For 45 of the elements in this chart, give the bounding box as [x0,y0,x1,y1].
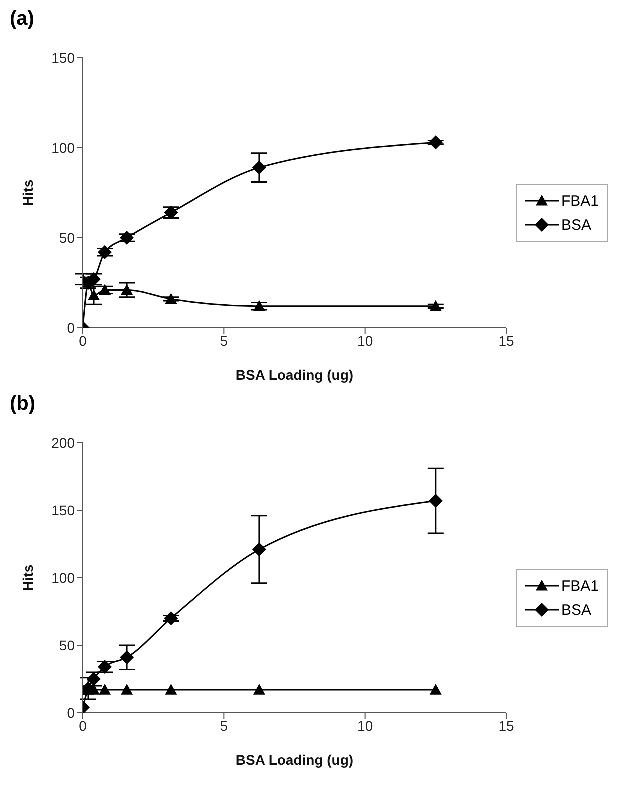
point [253,684,266,695]
point [252,542,266,557]
point [253,300,266,312]
y-axis-title: Hits [20,180,36,206]
x-axis-title: BSA Loading (ug) [236,366,354,383]
point [252,160,266,175]
point [120,650,134,665]
point [165,293,178,304]
point [430,684,442,695]
x-tick-label: 10 [358,332,374,349]
legend-label: FBA1 [561,578,599,594]
x-tick-label: 10 [358,718,374,734]
x-tick-label: 5 [220,718,228,734]
chart-title: (a) [9,8,36,32]
point [428,136,443,150]
x-tick-label: 0 [79,718,88,734]
x-tick-label: 15 [498,332,514,349]
point [121,284,134,295]
point [164,612,178,626]
point [430,300,442,312]
point [98,245,112,260]
y-tick-label: 50 [59,230,76,246]
legend-label: BSA [561,216,592,234]
y-tick-label: 0 [67,320,76,336]
y-axis-title: Hits [20,564,36,592]
legend-label: FBA1 [561,192,599,210]
point [120,231,134,245]
legend-label: BSA [561,602,592,618]
y-tick-label: 0 [67,704,76,721]
point [428,494,443,508]
x-tick-label: 5 [220,332,228,349]
point [88,290,100,300]
y-tick-label: 100 [52,140,76,156]
point [165,684,178,695]
y-tick-label: 50 [59,637,76,654]
y-tick-label: 200 [52,434,76,451]
x-tick-label: 15 [498,718,514,734]
x-tick-label: 0 [79,332,88,349]
x-axis-title: BSA Loading (ug) [236,752,354,768]
y-tick-label: 150 [52,50,76,66]
point [99,684,112,695]
chart-title: (b) [9,393,37,417]
y-tick-label: 100 [52,570,76,586]
point [121,684,134,695]
y-tick-label: 150 [52,502,76,518]
